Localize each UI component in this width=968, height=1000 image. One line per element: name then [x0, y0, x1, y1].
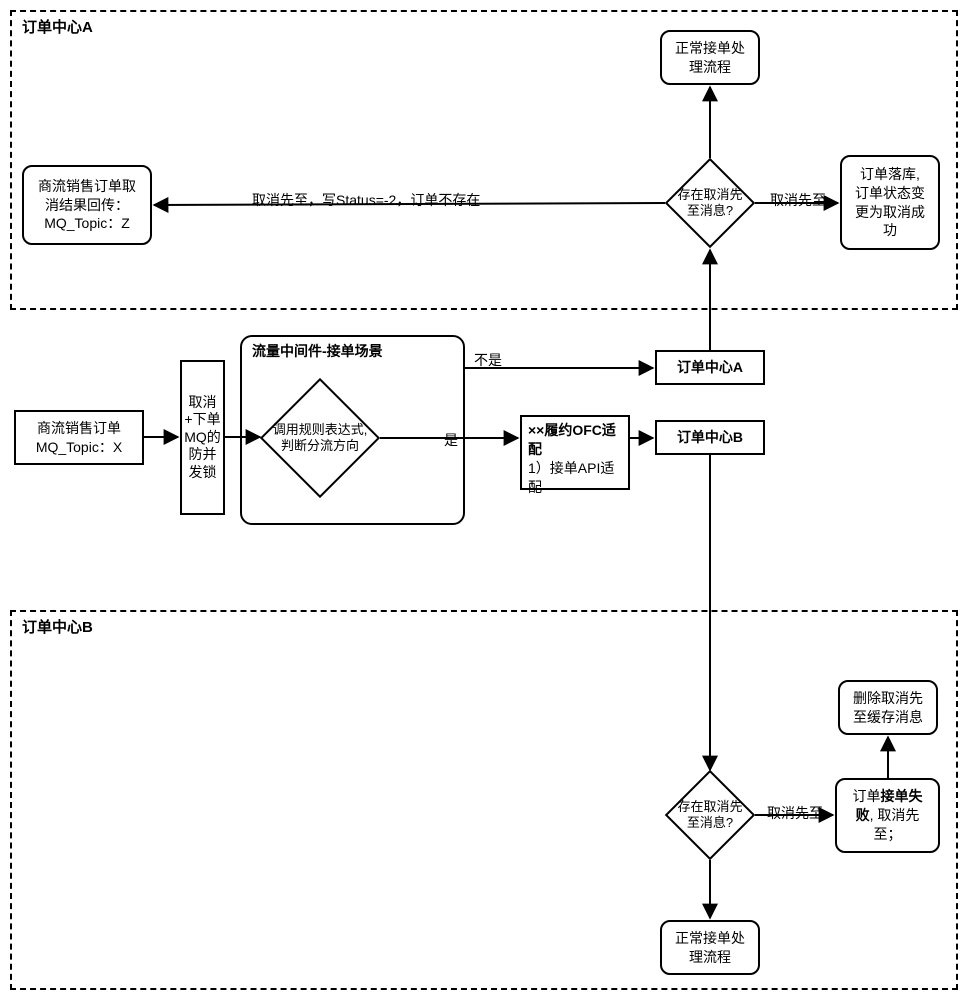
edge-label-cancel-b: 取消先至 [765, 803, 825, 823]
text: 删除取消先 [853, 689, 923, 708]
node-result-return-z: 商流销售订单取 消结果回传： MQ_Topic：Z [22, 165, 152, 245]
text: 理流程 [689, 58, 731, 77]
text: 订单中心A [677, 358, 743, 377]
node-order-center-a: 订单中心A [655, 350, 765, 385]
text: 1）接单API适配 [528, 459, 622, 497]
edge-label-cancel-status: 取消先至，写Status=-2，订单不存在 [250, 190, 482, 210]
diagram-canvas: 订单中心A 订单中心B 商流销售订单取 消结果回传： MQ_Topic：Z 正常… [0, 0, 968, 1000]
node-order-center-b: 订单中心B [655, 420, 765, 455]
node-order-receive-fail: 订单接单失 败, 取消先 至； [835, 778, 940, 853]
text: MQ_Topic：Z [44, 214, 130, 233]
text: 败, 取消先 [856, 806, 920, 825]
edge-label-cancel-a: 取消先至 [768, 190, 828, 210]
text: 调用规则表达式, 判断分流方向 [260, 378, 380, 498]
text: 功 [883, 221, 897, 240]
text: 订单接单失 [853, 787, 923, 806]
text: 至缓存消息 [853, 708, 923, 727]
node-ofc-adapter: ××履约OFC适配 1）接单API适配 [520, 415, 630, 490]
node-delete-cancel-cache: 删除取消先 至缓存消息 [838, 680, 938, 735]
text: 正常接单处 [675, 39, 745, 58]
middleware-title: 流量中间件-接单场景 [252, 341, 383, 361]
text: MQ_Topic：X [36, 438, 122, 457]
text: 正常接单处 [675, 929, 745, 948]
text: 取消+下单MQ的防并发锁 [184, 394, 221, 482]
region-b-label: 订单中心B [22, 616, 93, 637]
edge-label-no: 不是 [472, 350, 504, 370]
text: 存在取消先至消息? [665, 158, 755, 248]
text: 存在取消先至消息? [665, 770, 755, 860]
text: 商流销售订单 [37, 419, 121, 438]
node-order-store-cancel-success: 订单落库, 订单状态变 更为取消成 功 [840, 155, 940, 250]
node-source-mq-x: 商流销售订单 MQ_Topic：X [14, 410, 144, 465]
text: 至； [874, 825, 902, 844]
region-order-center-a: 订单中心A [10, 10, 958, 310]
text: ××履约OFC适配 [528, 421, 622, 459]
text: 理流程 [689, 948, 731, 967]
text: 订单状态变 [855, 184, 925, 203]
node-decision-cancel-exists-b: 存在取消先至消息? [665, 770, 755, 860]
region-a-label: 订单中心A [22, 16, 93, 37]
node-decision-rule-direction: 调用规则表达式, 判断分流方向 [260, 378, 380, 498]
region-order-center-b: 订单中心B [10, 610, 958, 990]
text: 更为取消成 [855, 203, 925, 222]
node-decision-cancel-exists-a: 存在取消先至消息? [665, 158, 755, 248]
text: 订单中心B [677, 428, 743, 447]
node-normal-process-b: 正常接单处 理流程 [660, 920, 760, 975]
text: 消结果回传： [45, 196, 129, 215]
text: 商流销售订单取 [38, 177, 136, 196]
edge-label-yes: 是 [442, 430, 460, 450]
node-normal-process-a: 正常接单处 理流程 [660, 30, 760, 85]
node-lock: 取消+下单MQ的防并发锁 [180, 360, 225, 515]
text: 订单落库, [860, 165, 920, 184]
